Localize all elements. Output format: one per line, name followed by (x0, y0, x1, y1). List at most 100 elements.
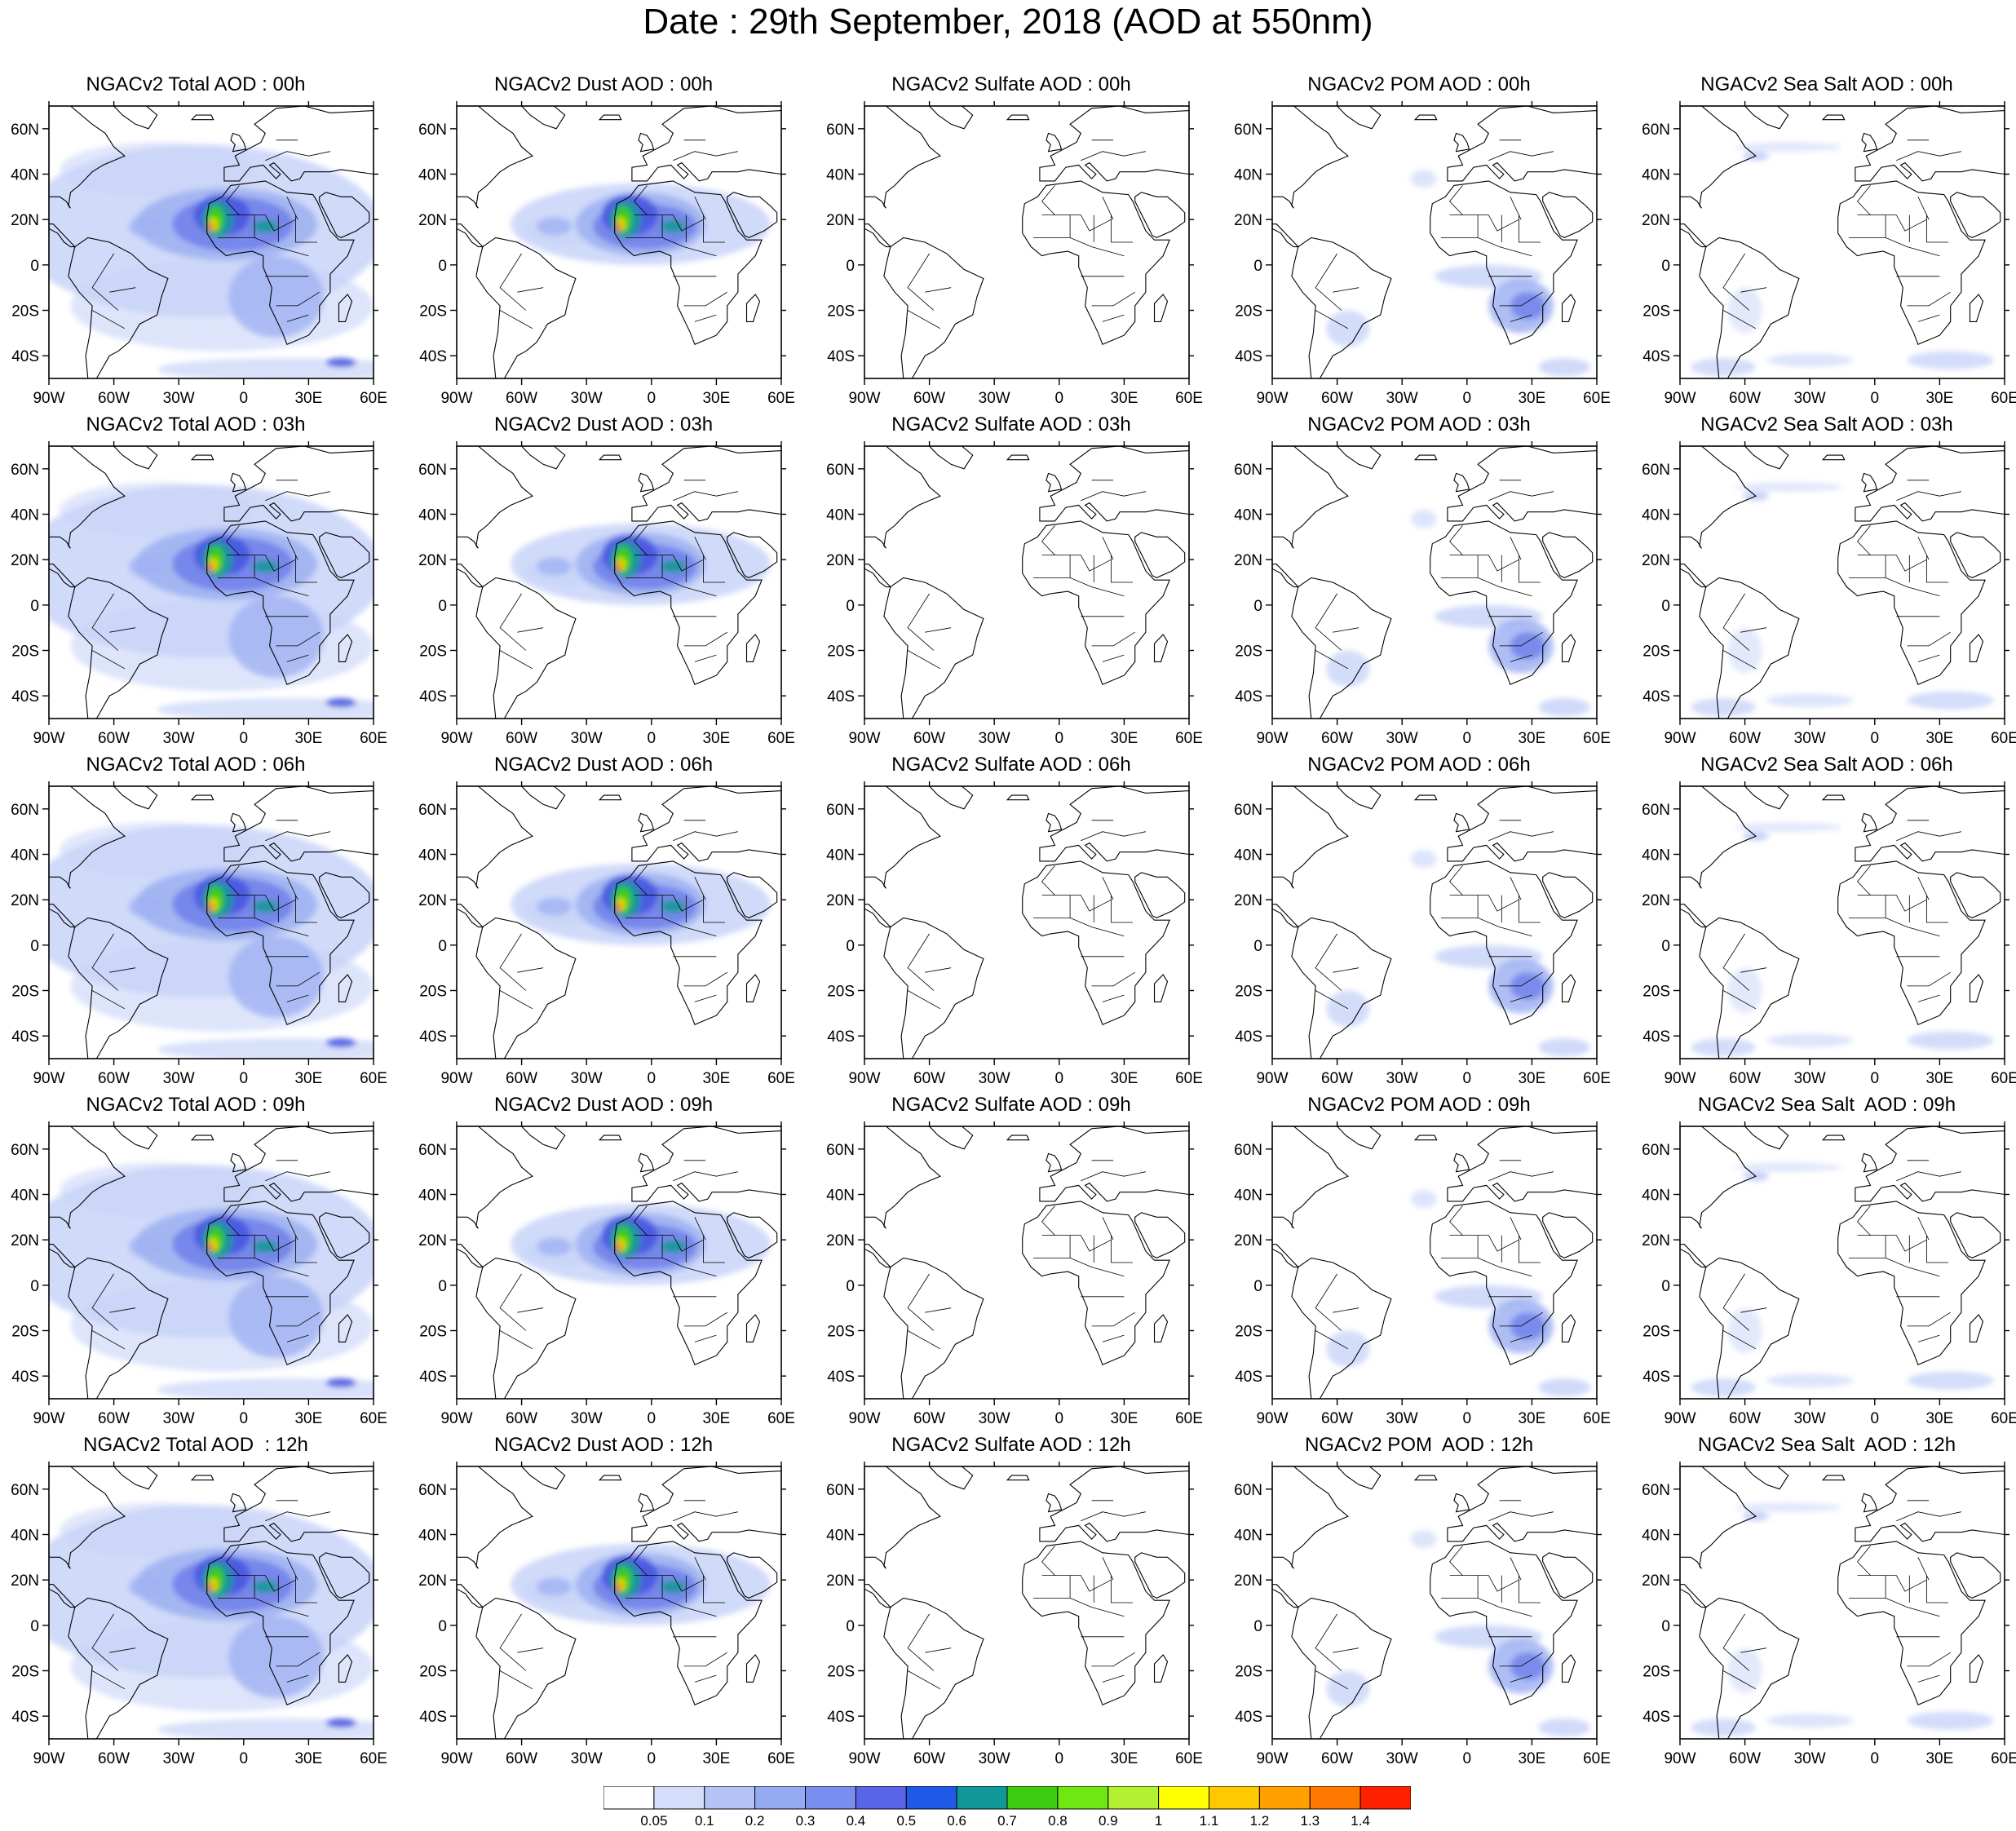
lat-label: 40N (826, 507, 855, 524)
lon-label: 60E (1991, 1750, 2016, 1767)
coastline-iceland (190, 1134, 214, 1141)
aod-plume (228, 935, 324, 1018)
coastline-iceland (1821, 114, 1846, 121)
lat-label: 40N (826, 167, 855, 184)
panel-title: NGACv2 Total AOD : 03h (86, 414, 306, 436)
map-plot: 60N 40N 20N 0 20S 40S 90W 60W 30W 0 30E 60E (1642, 101, 2016, 407)
country-border (1510, 314, 1532, 322)
country-border (517, 627, 544, 633)
country-border (1722, 1330, 1757, 1350)
aod-plume (228, 1616, 324, 1698)
map-panel: NGACv2 Dust AOD : 00h 60N 40N 20N 0 20S 40S 90W… (408, 73, 799, 408)
coastlines (1680, 106, 2005, 378)
aod-plume (129, 555, 164, 578)
coastlines (1680, 1126, 2005, 1399)
country-border (1041, 1205, 1055, 1236)
map-panel: NGACv2 POM AOD : 06h 60N 40N 20N 0 20S 40S 90W 6… (1223, 754, 1615, 1088)
country-border (626, 577, 717, 597)
map-panel: NGACv2 Dust AOD : 03h 60N 40N 20N 0 20S 40S 90W… (408, 414, 799, 748)
map-plot: 60N 40N 20N 0 20S 40S 90W 60W 30W 0 30E 60E (418, 781, 795, 1087)
country-border (1510, 994, 1532, 1002)
aod-plume (157, 1038, 374, 1059)
lon-label: 90W (1664, 1750, 1695, 1767)
country-border (1111, 215, 1133, 243)
lon-label: 60E (1991, 390, 2016, 407)
map-panel: NGACv2 Total AOD : 03h 60N 40N 20N 0 20S 40S 90… (0, 414, 391, 748)
country-border (907, 1670, 941, 1690)
coastlines (864, 1126, 1189, 1399)
lon-label: 90W (848, 1070, 880, 1087)
lon-label: 30W (1386, 730, 1418, 747)
colorbar-label: 0.7 (997, 1813, 1017, 1827)
country-border (907, 933, 935, 991)
coastline-uk (1046, 812, 1063, 833)
map-panel: NGACv2 Sea Salt AOD : 12h 60N 40N 20N 0 20S 40… (1631, 1434, 2016, 1768)
lon-label: 30W (1386, 1070, 1418, 1087)
lon-label: 30E (1110, 1410, 1138, 1427)
country-border (694, 654, 717, 662)
country-border (1857, 1546, 1871, 1576)
panel-title: NGACv2 Dust AOD : 09h (493, 1094, 714, 1116)
country-border (1449, 1235, 1519, 1252)
country-border (1091, 971, 1135, 987)
lat-label: 40N (11, 507, 39, 524)
aod-field (49, 1162, 374, 1399)
lat-label: 0 (30, 938, 39, 955)
aod-plume (1691, 1038, 1756, 1057)
lat-label: 40N (418, 1187, 447, 1205)
coastline-namerica (1680, 786, 1757, 889)
aod-plume (325, 1378, 356, 1388)
coastline-uk (230, 1493, 247, 1513)
lat-label: 40S (1642, 1028, 1670, 1046)
coastline-samerica (68, 917, 169, 1059)
coastline-namerica (1272, 1466, 1349, 1569)
lat-label: 0 (438, 1278, 447, 1295)
lat-label: 40S (11, 1028, 39, 1046)
map-plot: 60N 40N 20N 0 20S 40S 90W 60W 30W 0 30E 60E (826, 781, 1203, 1087)
country-border (1333, 627, 1359, 633)
coastline-iceland (1821, 1475, 1846, 1481)
lat-label: 20S (827, 303, 855, 321)
aod-plume (157, 1378, 374, 1399)
coastline-europe (1855, 1126, 2005, 1202)
lon-label: 30E (1925, 1410, 1953, 1427)
panel-title: NGACv2 POM AOD : 12h (1304, 1434, 1534, 1456)
coastline-madagascar (338, 634, 353, 662)
map-background (1272, 106, 1597, 378)
map-frame (1679, 1126, 2005, 1400)
coastline-madagascar (1153, 634, 1169, 662)
aod-plume (252, 559, 279, 573)
aod-plume (1766, 693, 1854, 707)
map-panel: NGACv2 Sea Salt AOD : 00h 60N 40N 20N 0 20S 40… (1631, 73, 2016, 408)
aod-field (49, 142, 374, 378)
country-border (276, 631, 320, 647)
lat-label: 20N (11, 1572, 39, 1590)
country-border (907, 990, 941, 1010)
country-border (694, 537, 706, 560)
aod-plume (1734, 482, 1842, 492)
country-border (1111, 1575, 1133, 1603)
coastline-madagascar (1561, 974, 1576, 1002)
coastline-africa (206, 860, 355, 1026)
lat-label: 40N (1642, 1187, 1670, 1205)
country-border (295, 555, 317, 583)
lon-label: 60W (98, 390, 130, 407)
country-border (1315, 933, 1342, 991)
lat-label: 0 (1661, 1618, 1670, 1635)
aod-plume (537, 897, 572, 916)
lat-label: 60N (1642, 122, 1670, 139)
coastline-centralam (457, 1244, 484, 1268)
coastline-namerica (49, 1466, 126, 1569)
country-border (276, 1311, 320, 1327)
coastline-uk (1861, 132, 1878, 153)
lon-label: 60W (913, 1410, 945, 1427)
lon-label: 60W (1729, 1410, 1761, 1427)
coastline-arabia (1950, 532, 2001, 579)
lon-label: 60W (98, 1410, 130, 1427)
coastline-samerica (475, 237, 577, 378)
colorbar-box (905, 1786, 957, 1810)
map-plot: 60N 40N 20N 0 20S 40S 90W 60W 30W 0 30E 60E (11, 1121, 387, 1427)
coastline-greenland (113, 446, 158, 470)
aod-plume (1510, 972, 1545, 1000)
country-border (1102, 197, 1114, 220)
